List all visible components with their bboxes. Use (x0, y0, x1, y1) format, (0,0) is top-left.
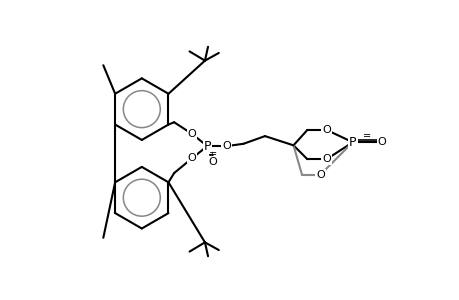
Text: O: O (187, 153, 196, 164)
Text: O: O (208, 157, 217, 166)
Text: P: P (348, 136, 356, 149)
Text: O: O (322, 125, 330, 135)
Text: O: O (315, 169, 324, 180)
Text: P: P (203, 140, 211, 153)
Text: O: O (322, 154, 330, 164)
Text: O: O (222, 141, 230, 151)
Text: O: O (187, 129, 196, 139)
Text: =: = (363, 131, 371, 141)
Text: =: = (209, 149, 217, 159)
Text: O: O (377, 137, 386, 147)
